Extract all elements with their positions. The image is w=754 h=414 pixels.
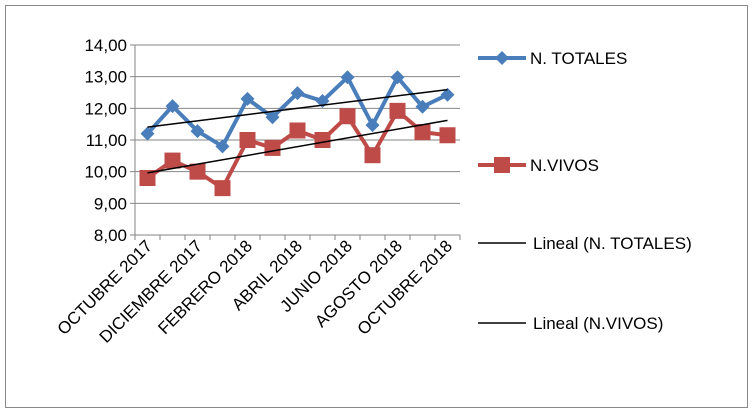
- marker: [389, 102, 406, 119]
- marker: [239, 132, 256, 148]
- marker: [440, 87, 455, 102]
- marker: [339, 108, 356, 125]
- legend-label: N. TOTALES: [530, 49, 627, 68]
- marker: [265, 110, 280, 125]
- y-tick-label: 12,00: [84, 99, 127, 118]
- marker: [290, 86, 305, 101]
- marker: [240, 91, 255, 106]
- marker: [165, 99, 180, 114]
- marker: [140, 126, 155, 141]
- y-tick-label: 9,00: [94, 194, 127, 213]
- chart-border: [5, 5, 748, 408]
- text-line: Lineal (N.VIVOS): [533, 314, 663, 333]
- marker: [494, 157, 510, 173]
- legend-label: Lineal (N. TOTALES): [533, 234, 692, 253]
- marker: [390, 70, 405, 85]
- y-tick-label: 10,00: [84, 163, 127, 182]
- y-tick-label: 8,00: [94, 226, 127, 245]
- marker: [139, 170, 156, 186]
- marker: [340, 70, 355, 85]
- trendline: [147, 119, 448, 174]
- marker: [189, 163, 206, 180]
- marker: [439, 127, 456, 144]
- marker: [415, 99, 430, 114]
- marker: [164, 152, 181, 169]
- marker: [214, 180, 231, 197]
- legend-label: N.VIVOS: [530, 156, 599, 175]
- marker: [495, 51, 509, 65]
- y-tick-label: 14,00: [84, 36, 127, 55]
- y-tick-label: 13,00: [84, 68, 127, 87]
- marker: [414, 124, 431, 141]
- legend-label: Lineal (N.VIVOS): [533, 314, 663, 333]
- trendline: [147, 88, 448, 128]
- marker: [289, 122, 306, 139]
- y-tick-label: 11,00: [86, 131, 127, 150]
- marker: [215, 139, 230, 154]
- marker: [314, 132, 331, 148]
- marker: [190, 124, 205, 139]
- marker: [364, 147, 381, 164]
- text-line: Lineal (N. TOTALES): [533, 234, 692, 253]
- marker: [365, 118, 380, 133]
- marker: [264, 139, 281, 156]
